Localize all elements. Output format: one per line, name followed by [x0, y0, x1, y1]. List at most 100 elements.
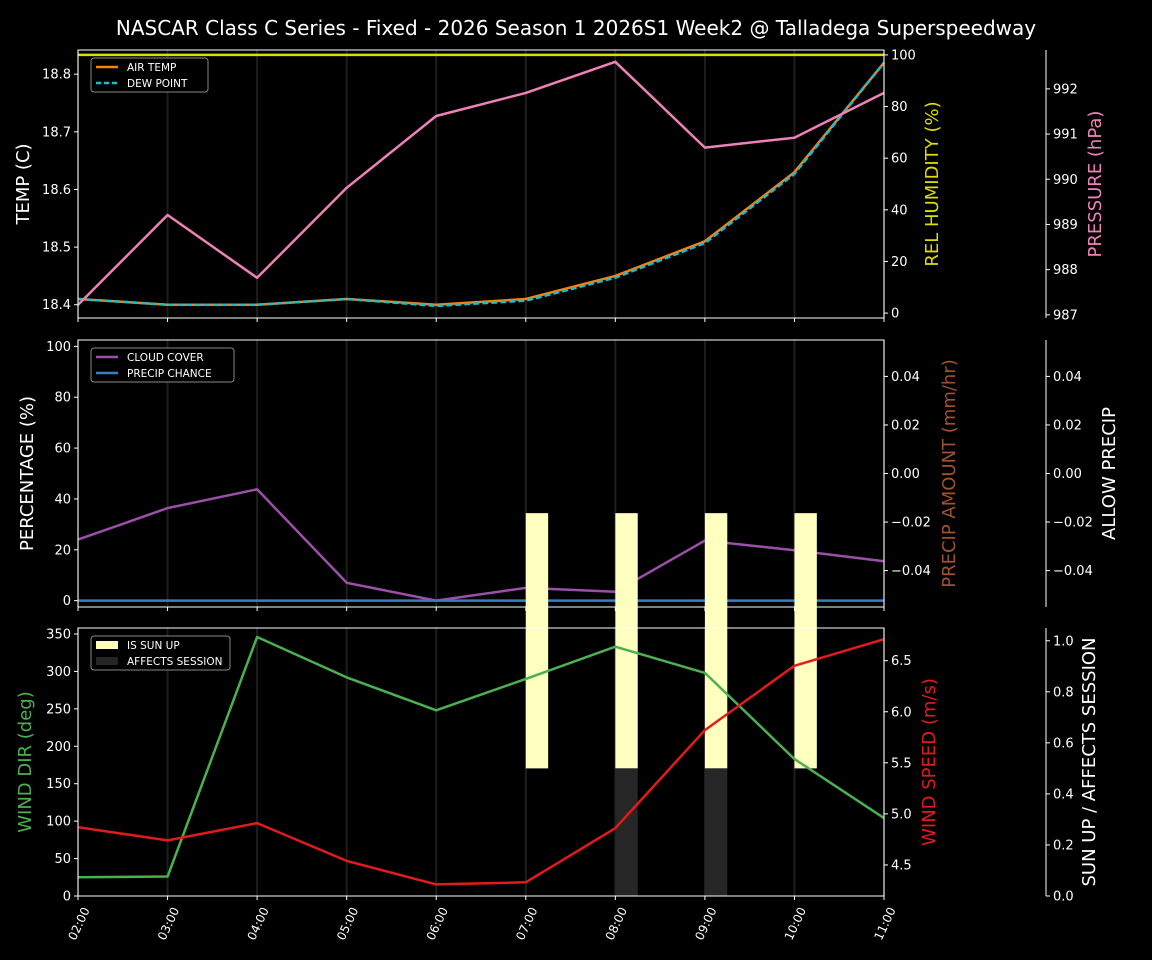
x-tick-label: 07:00 [513, 905, 540, 942]
y-tick-label: 0.4 [1053, 787, 1074, 802]
x-tick-label: 05:00 [334, 905, 361, 942]
axis-label-right: PRECIP AMOUNT (mm/hr) [939, 359, 960, 588]
panel-1: 18.4 18.5 18.6 18.7 18.8 TEMP (C) 0 20 40 60 80 100… [13, 48, 1106, 323]
legend-label: DEW POINT [127, 78, 188, 90]
y-tick-label: 20 [54, 543, 71, 558]
series-line-cloud-cover [77, 488, 885, 602]
y-tick-label: 990 [1053, 173, 1078, 188]
series-line-series-1 [77, 638, 885, 886]
y-tick-label: 40 [891, 203, 908, 218]
y-tick-label: 18.4 [42, 298, 71, 313]
y-tick-label: 100 [46, 340, 71, 355]
legend-label: CLOUD COVER [127, 352, 204, 364]
series-line-air-temp [77, 61, 885, 306]
y-tick-label: −0.04 [1053, 564, 1093, 579]
y-tick-label: 80 [891, 100, 908, 115]
panel-2: 0 20 40 60 80 100 PERCENTAGE (%) −0.04 −0.02 0.00… [17, 339, 1120, 611]
y-tick-label: 0.2 [1053, 838, 1074, 853]
y-tick-label: 18.6 [42, 183, 71, 198]
y-tick-label: 0.04 [1053, 370, 1082, 385]
legend-swatch [96, 641, 118, 649]
series-line-series-3 [77, 60, 885, 306]
bar-is-sun-up [615, 513, 638, 769]
x-tick-label: 10:00 [782, 905, 809, 942]
legend-label: AFFECTS SESSION [127, 656, 223, 668]
x-tick-label: 11:00 [871, 905, 898, 942]
legend-box [90, 57, 209, 93]
y-tick-label: 100 [46, 815, 71, 830]
plot-frame [77, 627, 885, 897]
legend-label: IS SUN UP [127, 640, 180, 652]
y-tick-label: 50 [54, 852, 71, 867]
x-tick-label: 03:00 [155, 905, 182, 942]
legend-label: PRECIP CHANCE [127, 368, 212, 380]
y-tick-label: 20 [891, 255, 908, 270]
axis-label-far-right: ALLOW PRECIP [1099, 407, 1120, 540]
y-tick-label: 987 [1053, 308, 1078, 323]
y-tick-label: 18.5 [42, 241, 71, 256]
y-tick-label: 991 [1053, 128, 1078, 143]
y-tick-label: 0.00 [1053, 467, 1082, 482]
y-tick-label: 6.0 [891, 705, 912, 720]
axis-label-right: WIND SPEED (m/s) [919, 678, 940, 846]
y-tick-label: 60 [891, 152, 908, 167]
bar-is-sun-up [704, 513, 728, 769]
y-tick-label: 0.02 [1053, 418, 1082, 433]
legend: IS SUN UP AFFECTS SESSION [90, 635, 231, 671]
y-tick-label: 0 [63, 594, 71, 609]
axis-label-far-right: PRESSURE (hPa) [1085, 111, 1106, 258]
y-tick-label: 0.00 [891, 467, 920, 482]
bar-affects-session [615, 768, 638, 896]
bar-is-sun-up [794, 513, 817, 769]
y-tick-label: 988 [1053, 263, 1078, 278]
y-tick-label: 992 [1053, 82, 1078, 97]
y-tick-label: 80 [54, 391, 71, 406]
y-tick-label: 0.0 [1053, 890, 1074, 905]
y-tick-label: 100 [891, 48, 916, 63]
y-tick-label: 0.04 [891, 370, 920, 385]
y-tick-label: 0.8 [1053, 685, 1074, 700]
axis-label-left: PERCENTAGE (%) [17, 396, 38, 551]
legend: CLOUD COVER PRECIP CHANCE [90, 347, 235, 383]
axis-label-left: TEMP (C) [13, 143, 34, 225]
y-tick-label: 18.8 [42, 68, 71, 83]
y-tick-label: 6.5 [891, 654, 912, 669]
y-tick-label: 0.6 [1053, 736, 1074, 751]
legend: AIR TEMP DEW POINT [90, 57, 209, 93]
plot-frame [77, 49, 885, 319]
legend-label: AIR TEMP [127, 62, 176, 74]
y-tick-label: 1.0 [1053, 634, 1074, 649]
y-tick-label: −0.04 [891, 564, 931, 579]
y-tick-label: 5.5 [891, 756, 912, 771]
legend-swatch [96, 657, 118, 665]
y-tick-label: −0.02 [891, 516, 931, 531]
x-tick-label: 06:00 [424, 905, 451, 942]
legend-box [90, 635, 231, 671]
series-line-series-0 [77, 635, 885, 879]
y-tick-label: 200 [46, 740, 71, 755]
bar-is-sun-up [525, 513, 549, 769]
y-tick-label: 4.5 [891, 858, 912, 873]
x-tick-label: 04:00 [244, 905, 271, 942]
axis-label-left: WIND DIR (deg) [15, 691, 36, 833]
y-tick-label: 300 [46, 665, 71, 680]
axis-label-right: REL HUMIDITY (%) [922, 101, 943, 266]
y-tick-label: 18.7 [42, 125, 71, 140]
chart-title: NASCAR Class C Series - Fixed - 2026 Sea… [116, 16, 1036, 40]
y-tick-label: 350 [46, 627, 71, 642]
bar-affects-session [704, 768, 728, 896]
y-tick-label: 5.0 [891, 807, 912, 822]
y-tick-label: 989 [1053, 218, 1078, 233]
axis-label-far-right: SUN UP / AFFECTS SESSION [1079, 637, 1100, 886]
y-tick-label: −0.02 [1053, 516, 1093, 531]
x-tick-label: 08:00 [603, 905, 630, 942]
y-tick-label: 0 [63, 890, 71, 905]
y-tick-label: 60 [54, 442, 71, 457]
y-tick-label: 150 [46, 777, 71, 792]
series-line-dew-point [77, 61, 885, 308]
y-tick-label: 0.02 [891, 418, 920, 433]
y-tick-label: 250 [46, 702, 71, 717]
legend-box [90, 347, 235, 383]
